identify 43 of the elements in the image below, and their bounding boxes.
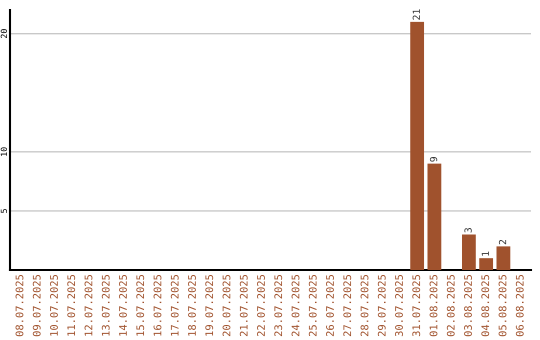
bar	[462, 234, 476, 270]
bar	[479, 258, 494, 270]
x-tick-label: 12.07.2025	[84, 275, 92, 336]
data-label: 2	[498, 240, 506, 244]
data-label: 3	[464, 228, 472, 233]
x-tick-label: 22.07.2025	[257, 275, 265, 336]
bar	[496, 246, 510, 270]
x-tick-label: 13.07.2025	[102, 275, 110, 336]
y-tick-label: 10	[0, 147, 7, 156]
x-tick-label: 16.07.2025	[154, 275, 162, 336]
x-tick-label: 27.07.2025	[343, 275, 352, 336]
x-tick-label: 20.07.2025	[222, 275, 230, 336]
x-tick-label: 03.08.2025	[464, 275, 472, 336]
x-tick-label: 04.08.2025	[481, 275, 490, 336]
x-tick-label: 30.07.2025	[395, 275, 403, 336]
x-tick-label: 31.07.2025	[412, 275, 420, 336]
x-tick-label: 10.07.2025	[50, 275, 58, 336]
x-tick-label: 15.07.2025	[136, 275, 144, 336]
y-tick-label: 20	[0, 29, 7, 38]
x-tick-label: 28.07.2025	[360, 275, 368, 336]
x-tick-label: 23.07.2025	[274, 275, 282, 336]
x-tick-label: 06.08.2025	[516, 275, 524, 336]
data-label: 21	[412, 9, 420, 20]
x-tick-label: 19.07.2025	[205, 275, 214, 336]
x-tick-label: 29.07.2025	[378, 275, 386, 336]
bar	[410, 22, 424, 270]
data-label: 9	[430, 157, 438, 162]
x-tick-label: 18.07.2025	[188, 275, 196, 336]
x-tick-label: 25.07.2025	[308, 275, 317, 336]
x-tick-label: 09.07.2025	[32, 275, 41, 336]
x-tick-label: 02.08.2025	[446, 275, 455, 336]
x-tick-label: 17.07.2025	[170, 275, 179, 336]
x-tick-label: 05.08.2025	[498, 275, 506, 336]
x-tick-label: 14.07.2025	[119, 275, 127, 336]
bar	[427, 164, 442, 270]
x-tick-label: 01.08.2025	[430, 275, 438, 336]
x-tick-label: 11.07.2025	[67, 275, 76, 336]
x-tick-label: 24.07.2025	[292, 275, 300, 336]
y-tick-label: 5	[0, 209, 7, 213]
data-label: 1	[482, 252, 489, 256]
x-tick-label: 21.07.2025	[240, 275, 248, 336]
x-tick-label: 08.07.2025	[16, 275, 24, 336]
x-tick-label: 26.07.2025	[326, 275, 334, 336]
